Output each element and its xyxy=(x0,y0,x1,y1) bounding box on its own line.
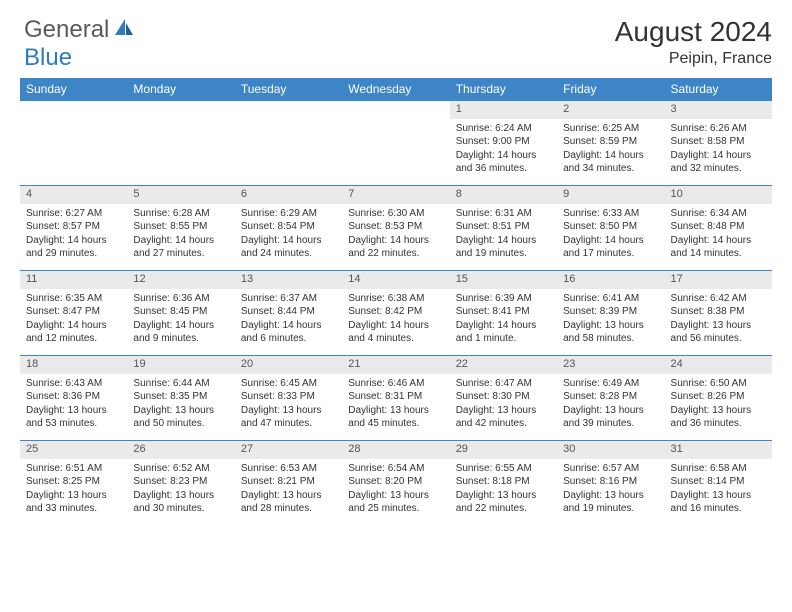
day-number: 28 xyxy=(342,441,449,459)
day-detail xyxy=(127,119,234,186)
day-detail: Sunrise: 6:25 AMSunset: 8:59 PMDaylight:… xyxy=(557,119,664,186)
day-detail: Sunrise: 6:49 AMSunset: 8:28 PMDaylight:… xyxy=(557,374,664,441)
weekday-header-row: Sunday Monday Tuesday Wednesday Thursday… xyxy=(20,78,772,101)
day-detail: Sunrise: 6:28 AMSunset: 8:55 PMDaylight:… xyxy=(127,204,234,271)
location: Peipin, France xyxy=(615,50,772,68)
day-number: 5 xyxy=(127,186,234,204)
day-detail: Sunrise: 6:45 AMSunset: 8:33 PMDaylight:… xyxy=(235,374,342,441)
calendar-table: Sunday Monday Tuesday Wednesday Thursday… xyxy=(20,78,772,526)
day-detail: Sunrise: 6:57 AMSunset: 8:16 PMDaylight:… xyxy=(557,459,664,526)
day-number: 12 xyxy=(127,271,234,289)
day-detail: Sunrise: 6:37 AMSunset: 8:44 PMDaylight:… xyxy=(235,289,342,356)
col-wed: Wednesday xyxy=(342,78,449,101)
col-tue: Tuesday xyxy=(235,78,342,101)
daynum-row: 45678910 xyxy=(20,186,772,204)
detail-row: Sunrise: 6:35 AMSunset: 8:47 PMDaylight:… xyxy=(20,289,772,356)
day-detail: Sunrise: 6:47 AMSunset: 8:30 PMDaylight:… xyxy=(450,374,557,441)
day-detail: Sunrise: 6:50 AMSunset: 8:26 PMDaylight:… xyxy=(665,374,772,441)
daynum-row: 123 xyxy=(20,101,772,119)
detail-row: Sunrise: 6:51 AMSunset: 8:25 PMDaylight:… xyxy=(20,459,772,526)
day-number: 31 xyxy=(665,441,772,459)
day-number: 27 xyxy=(235,441,342,459)
day-detail: Sunrise: 6:33 AMSunset: 8:50 PMDaylight:… xyxy=(557,204,664,271)
daynum-row: 18192021222324 xyxy=(20,356,772,374)
day-detail: Sunrise: 6:26 AMSunset: 8:58 PMDaylight:… xyxy=(665,119,772,186)
day-detail: Sunrise: 6:41 AMSunset: 8:39 PMDaylight:… xyxy=(557,289,664,356)
day-detail: Sunrise: 6:39 AMSunset: 8:41 PMDaylight:… xyxy=(450,289,557,356)
day-detail: Sunrise: 6:52 AMSunset: 8:23 PMDaylight:… xyxy=(127,459,234,526)
title-block: August 2024 Peipin, France xyxy=(615,16,772,68)
day-number xyxy=(20,101,127,119)
day-detail: Sunrise: 6:44 AMSunset: 8:35 PMDaylight:… xyxy=(127,374,234,441)
day-number: 22 xyxy=(450,356,557,374)
day-detail: Sunrise: 6:54 AMSunset: 8:20 PMDaylight:… xyxy=(342,459,449,526)
day-number: 2 xyxy=(557,101,664,119)
day-number: 29 xyxy=(450,441,557,459)
day-detail: Sunrise: 6:55 AMSunset: 8:18 PMDaylight:… xyxy=(450,459,557,526)
day-detail: Sunrise: 6:53 AMSunset: 8:21 PMDaylight:… xyxy=(235,459,342,526)
day-number xyxy=(127,101,234,119)
detail-row: Sunrise: 6:24 AMSunset: 9:00 PMDaylight:… xyxy=(20,119,772,186)
day-number xyxy=(342,101,449,119)
day-number: 10 xyxy=(665,186,772,204)
logo-text-blue: Blue xyxy=(24,44,72,72)
day-detail: Sunrise: 6:42 AMSunset: 8:38 PMDaylight:… xyxy=(665,289,772,356)
col-fri: Friday xyxy=(557,78,664,101)
col-sun: Sunday xyxy=(20,78,127,101)
day-detail: Sunrise: 6:27 AMSunset: 8:57 PMDaylight:… xyxy=(20,204,127,271)
col-sat: Saturday xyxy=(665,78,772,101)
day-detail: Sunrise: 6:46 AMSunset: 8:31 PMDaylight:… xyxy=(342,374,449,441)
daynum-row: 25262728293031 xyxy=(20,441,772,459)
day-number: 1 xyxy=(450,101,557,119)
day-number: 21 xyxy=(342,356,449,374)
day-number: 6 xyxy=(235,186,342,204)
day-number: 11 xyxy=(20,271,127,289)
day-number: 20 xyxy=(235,356,342,374)
day-detail: Sunrise: 6:43 AMSunset: 8:36 PMDaylight:… xyxy=(20,374,127,441)
logo: General xyxy=(24,16,135,44)
day-detail: Sunrise: 6:38 AMSunset: 8:42 PMDaylight:… xyxy=(342,289,449,356)
day-detail: Sunrise: 6:29 AMSunset: 8:54 PMDaylight:… xyxy=(235,204,342,271)
day-detail: Sunrise: 6:51 AMSunset: 8:25 PMDaylight:… xyxy=(20,459,127,526)
day-number: 7 xyxy=(342,186,449,204)
day-number: 26 xyxy=(127,441,234,459)
day-number: 18 xyxy=(20,356,127,374)
month-title: August 2024 xyxy=(615,16,772,48)
day-detail: Sunrise: 6:34 AMSunset: 8:48 PMDaylight:… xyxy=(665,204,772,271)
day-number: 19 xyxy=(127,356,234,374)
day-number xyxy=(235,101,342,119)
day-detail: Sunrise: 6:24 AMSunset: 9:00 PMDaylight:… xyxy=(450,119,557,186)
day-number: 9 xyxy=(557,186,664,204)
day-detail xyxy=(342,119,449,186)
day-number: 17 xyxy=(665,271,772,289)
day-number: 25 xyxy=(20,441,127,459)
header: General August 2024 Peipin, France xyxy=(0,0,792,74)
day-number: 30 xyxy=(557,441,664,459)
day-detail: Sunrise: 6:35 AMSunset: 8:47 PMDaylight:… xyxy=(20,289,127,356)
day-detail xyxy=(20,119,127,186)
day-detail: Sunrise: 6:36 AMSunset: 8:45 PMDaylight:… xyxy=(127,289,234,356)
day-detail: Sunrise: 6:30 AMSunset: 8:53 PMDaylight:… xyxy=(342,204,449,271)
day-number: 23 xyxy=(557,356,664,374)
logo-text-general: General xyxy=(24,16,109,44)
day-number: 24 xyxy=(665,356,772,374)
day-number: 8 xyxy=(450,186,557,204)
daynum-row: 11121314151617 xyxy=(20,271,772,289)
day-number: 15 xyxy=(450,271,557,289)
day-number: 4 xyxy=(20,186,127,204)
detail-row: Sunrise: 6:27 AMSunset: 8:57 PMDaylight:… xyxy=(20,204,772,271)
day-number: 3 xyxy=(665,101,772,119)
col-mon: Monday xyxy=(127,78,234,101)
day-number: 14 xyxy=(342,271,449,289)
day-detail: Sunrise: 6:31 AMSunset: 8:51 PMDaylight:… xyxy=(450,204,557,271)
day-detail: Sunrise: 6:58 AMSunset: 8:14 PMDaylight:… xyxy=(665,459,772,526)
logo-sail-icon xyxy=(113,16,135,44)
day-number: 13 xyxy=(235,271,342,289)
day-number: 16 xyxy=(557,271,664,289)
col-thu: Thursday xyxy=(450,78,557,101)
day-detail xyxy=(235,119,342,186)
detail-row: Sunrise: 6:43 AMSunset: 8:36 PMDaylight:… xyxy=(20,374,772,441)
